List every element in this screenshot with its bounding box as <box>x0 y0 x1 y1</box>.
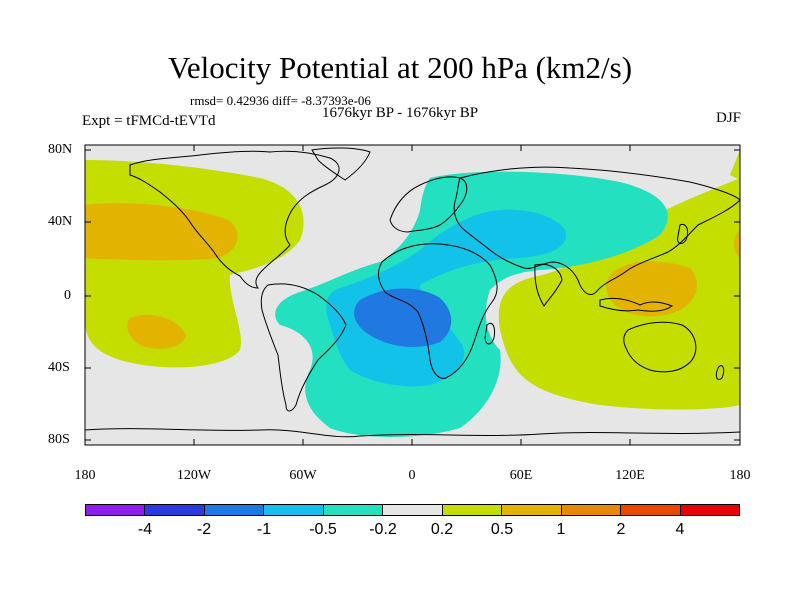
colorbar-label: -0.5 <box>309 521 337 538</box>
colorbar-swatch <box>383 505 443 515</box>
lon-label-60e: 60E <box>509 468 533 483</box>
colorbar-swatch <box>264 505 324 515</box>
colorbar-swatch <box>680 505 739 515</box>
lat-label-80n: 80N <box>48 142 73 157</box>
colorbar-swatch <box>561 505 622 515</box>
colorbar-label: -4 <box>137 521 153 538</box>
period-label: 1676kyr BP - 1676kyr BP <box>322 105 479 121</box>
lon-label-120e: 120E <box>615 468 645 483</box>
colorbar-swatch <box>323 505 384 515</box>
colorbar-swatch <box>621 505 681 515</box>
colorbar-label: -0.2 <box>369 521 397 538</box>
colorbar-swatch <box>145 505 205 515</box>
colorbar-label: 0.5 <box>490 521 514 538</box>
lat-label-40n: 40N <box>48 214 73 229</box>
positive-strong-north-pacific <box>85 203 238 261</box>
colorbar-label: 2 <box>616 521 626 538</box>
plot-title: Velocity Potential at 200 hPa (km2/s) <box>167 50 633 85</box>
coastlines <box>85 147 740 438</box>
colorbar-swatch <box>442 505 503 515</box>
colorbar-swatch <box>204 505 265 515</box>
lon-label-60w: 60W <box>289 468 317 483</box>
colorbar-swatch <box>502 505 562 515</box>
colorbar-label: 1 <box>556 521 566 538</box>
lat-label-80s: 80S <box>48 432 70 447</box>
lon-label-180w: 180 <box>74 468 96 483</box>
colorbar-label: 4 <box>675 521 685 538</box>
colorbar-swatch <box>86 505 146 515</box>
colorbar-label: -2 <box>196 521 212 538</box>
colorbar-label: -1 <box>256 521 272 538</box>
positive-strong-east-edge <box>734 230 740 258</box>
negative-region-blue <box>354 288 452 347</box>
stats-text: rmsd= 0.42936 diff= -8.37393e-06 <box>190 93 371 108</box>
positive-strong-maritime <box>606 261 697 317</box>
lat-label-40s: 40S <box>48 360 70 375</box>
experiment-label: Expt = tFMCd-tEVTd <box>82 113 216 129</box>
axis-ticks <box>84 145 741 445</box>
season-label: DJF <box>715 110 741 126</box>
lon-label-0: 0 <box>408 468 416 483</box>
lon-label-180e: 180 <box>729 468 751 483</box>
contour-fields <box>85 147 740 438</box>
positive-region-east-edge <box>730 150 740 180</box>
colorbar-label: 0.2 <box>430 521 454 538</box>
lon-label-120w: 120W <box>176 468 212 483</box>
positive-strong-south-pacific <box>127 314 186 349</box>
colorbar <box>85 504 740 516</box>
lat-label-0: 0 <box>64 288 71 303</box>
